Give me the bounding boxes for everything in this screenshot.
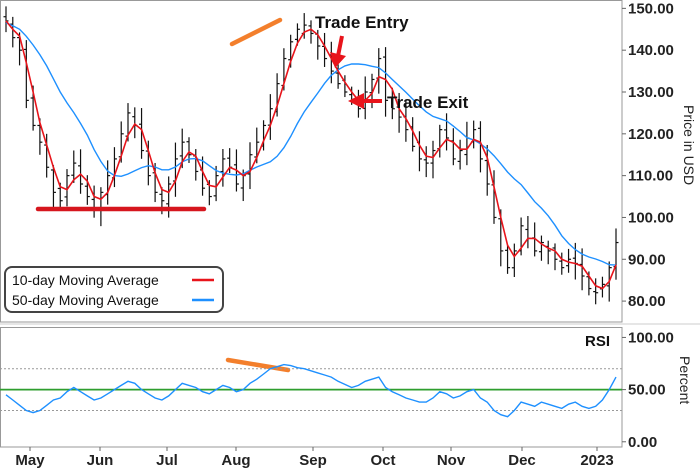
price-bar (139, 108, 145, 159)
x-tick-label: Nov (437, 452, 466, 468)
price-tick-label: 120.00 (628, 126, 674, 143)
price-bar (471, 120, 477, 149)
x-axis-month-ticks: May Jun Jul Aug Sep Oct Nov Dec 2023 (15, 447, 614, 468)
price-bar (23, 40, 29, 109)
x-tick-label: Oct (370, 452, 395, 468)
price-bar (308, 20, 314, 44)
x-tick-label: Jun (87, 452, 114, 468)
price-bar (376, 48, 382, 94)
ma50-line (5, 22, 617, 266)
price-bar (444, 113, 450, 151)
chart-frame (0, 0, 700, 448)
price-bar (593, 278, 599, 305)
rsi-title: RSI (585, 333, 610, 350)
price-bar (545, 240, 551, 265)
price-bar (525, 216, 531, 249)
price-tick-label: 140.00 (628, 42, 674, 59)
pattern-markers (35, 17, 291, 373)
price-tick-label: 130.00 (628, 84, 674, 101)
x-tick-label: 2023 (580, 452, 613, 468)
rsi-tick-label: 50.00 (628, 382, 666, 399)
price-bar (552, 243, 558, 271)
price-tick-label: 100.00 (628, 209, 674, 226)
rsi-tick-label: 0.00 (628, 434, 657, 451)
price-bar (579, 248, 585, 291)
price-bar (559, 252, 565, 275)
price-panel-border (0, 0, 623, 323)
price-bar (98, 187, 104, 227)
price-bar (267, 94, 273, 140)
price-y-axis-ticks: 150.00 140.00 130.00 120.00 110.00 100.00 90.0… (622, 0, 674, 310)
x-tick-label: Jul (156, 452, 178, 468)
price-bar (91, 185, 97, 218)
rsi-y-axis-label: Percent (677, 356, 693, 404)
price-bar (450, 128, 456, 166)
price-bar (457, 139, 463, 170)
price-bar (511, 243, 517, 277)
price-bar (78, 149, 84, 194)
trade-exit-arrow-head (348, 93, 364, 109)
x-tick-label: May (15, 452, 45, 468)
rsi-line (5, 363, 617, 418)
price-bar (389, 87, 395, 120)
price-bar (247, 142, 253, 190)
price-bar (193, 149, 199, 181)
ma10-line (5, 20, 617, 290)
price-tick-label: 90.00 (628, 251, 666, 268)
price-bar (220, 149, 226, 187)
price-bar (484, 144, 490, 196)
price-bar (64, 169, 70, 207)
trade-entry-arrow-head (330, 52, 346, 68)
price-bar (437, 124, 443, 158)
x-tick-label: Sep (299, 452, 327, 468)
legend-entry-ma50: 50-day Moving Average (12, 292, 159, 308)
x-tick-label: Aug (221, 452, 250, 468)
price-tick-label: 150.00 (628, 0, 674, 17)
price-bar (213, 165, 219, 202)
trade-arrows (330, 35, 382, 109)
price-bar (383, 47, 389, 117)
rsi-y-axis-ticks: 100.00 50.00 0.00 (622, 329, 674, 451)
price-bar (538, 235, 544, 261)
price-bar (105, 160, 111, 205)
rsi-tick-label: 100.00 (628, 329, 674, 346)
price-bar (464, 121, 470, 166)
price-bar (335, 64, 341, 89)
price-bar (132, 107, 138, 139)
rsi-panel-border (0, 327, 623, 448)
price-bar (430, 140, 436, 179)
trade-entry-arrow-shaft (336, 35, 344, 57)
price-bars (3, 6, 619, 305)
trade-entry-label: Trade Entry (315, 13, 409, 32)
price-bar (505, 245, 511, 274)
chart-legend: 10-day Moving Average 50-day Moving Aver… (4, 266, 224, 313)
price-bar (71, 150, 77, 183)
price-bar (423, 146, 429, 178)
price-bar (166, 176, 172, 218)
x-tick-label: Dec (508, 452, 536, 468)
price-bar (477, 121, 483, 173)
legend-entry-ma10: 10-day Moving Average (12, 272, 159, 288)
price-bar (50, 165, 56, 209)
price-bar (3, 6, 9, 33)
legend-box (4, 266, 224, 313)
price-tick-label: 80.00 (628, 293, 666, 310)
price-bar (416, 131, 422, 172)
price-bar (613, 228, 619, 280)
price-bar (172, 142, 178, 197)
price-tick-label: 110.00 (628, 168, 673, 185)
rsi-reference-lines (0, 368, 622, 411)
price-y-axis-label: Price in USD (681, 105, 697, 185)
top-highlight-marker (229, 17, 283, 47)
trade-exit-label: Trade Exit (387, 93, 469, 112)
price-bar (566, 248, 572, 273)
